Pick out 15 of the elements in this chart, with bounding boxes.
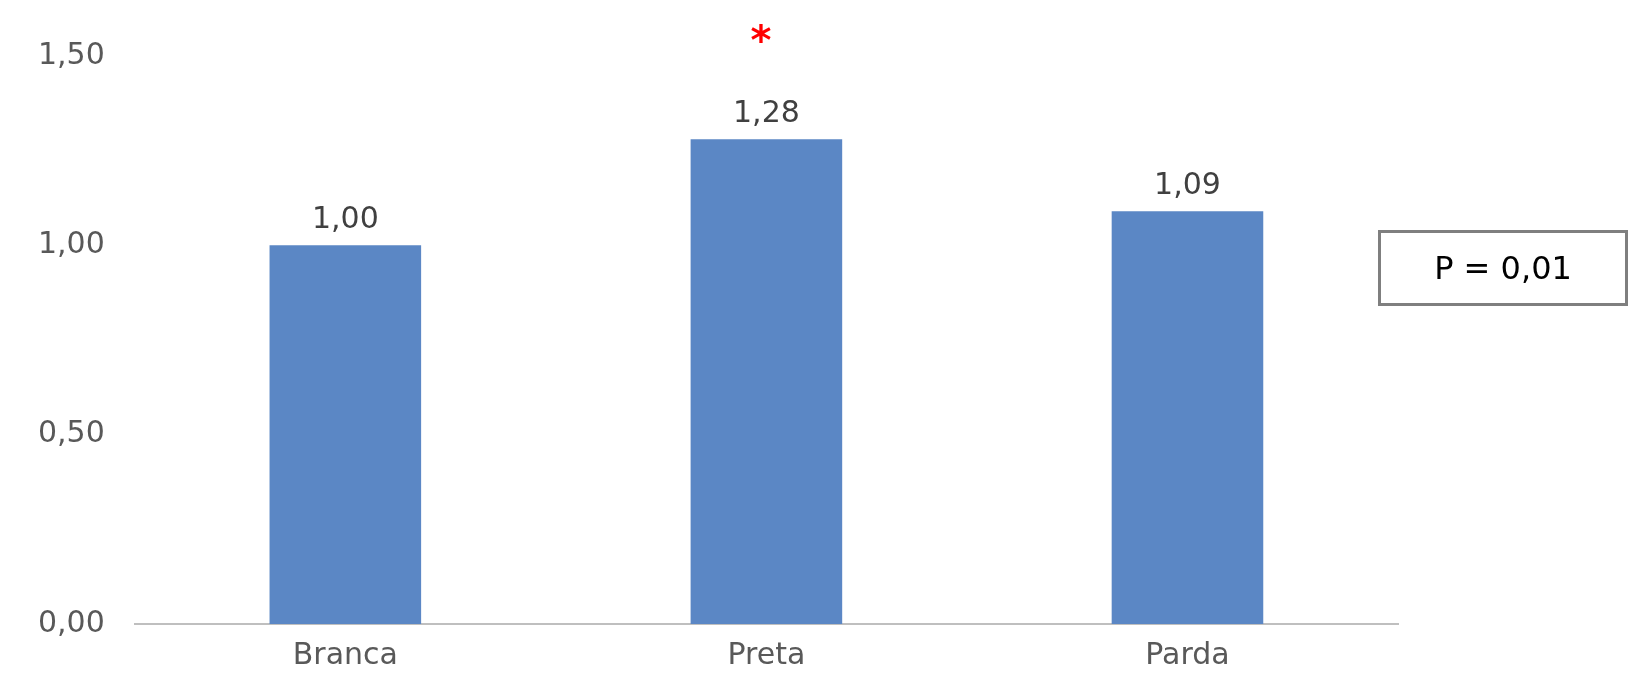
y-tick-label: 1,50 bbox=[38, 35, 105, 71]
text: P = 0,01 bbox=[1378, 230, 1628, 306]
data-label: 1,28 bbox=[733, 94, 800, 130]
x-tick-label: Parda bbox=[1145, 635, 1230, 671]
bar bbox=[1111, 211, 1264, 624]
y-tick-label: 0,00 bbox=[38, 603, 105, 639]
x-tick-label: Preta bbox=[727, 635, 806, 671]
y-tick-label: 1,00 bbox=[38, 225, 105, 261]
data-label: 1,00 bbox=[311, 200, 379, 236]
bar bbox=[269, 245, 422, 624]
x-tick-label: Branca bbox=[292, 635, 398, 671]
data-label: 1,09 bbox=[1154, 166, 1221, 202]
annotation: * bbox=[749, 17, 773, 63]
y-tick-label: 0,50 bbox=[38, 414, 105, 450]
bar bbox=[690, 139, 843, 624]
